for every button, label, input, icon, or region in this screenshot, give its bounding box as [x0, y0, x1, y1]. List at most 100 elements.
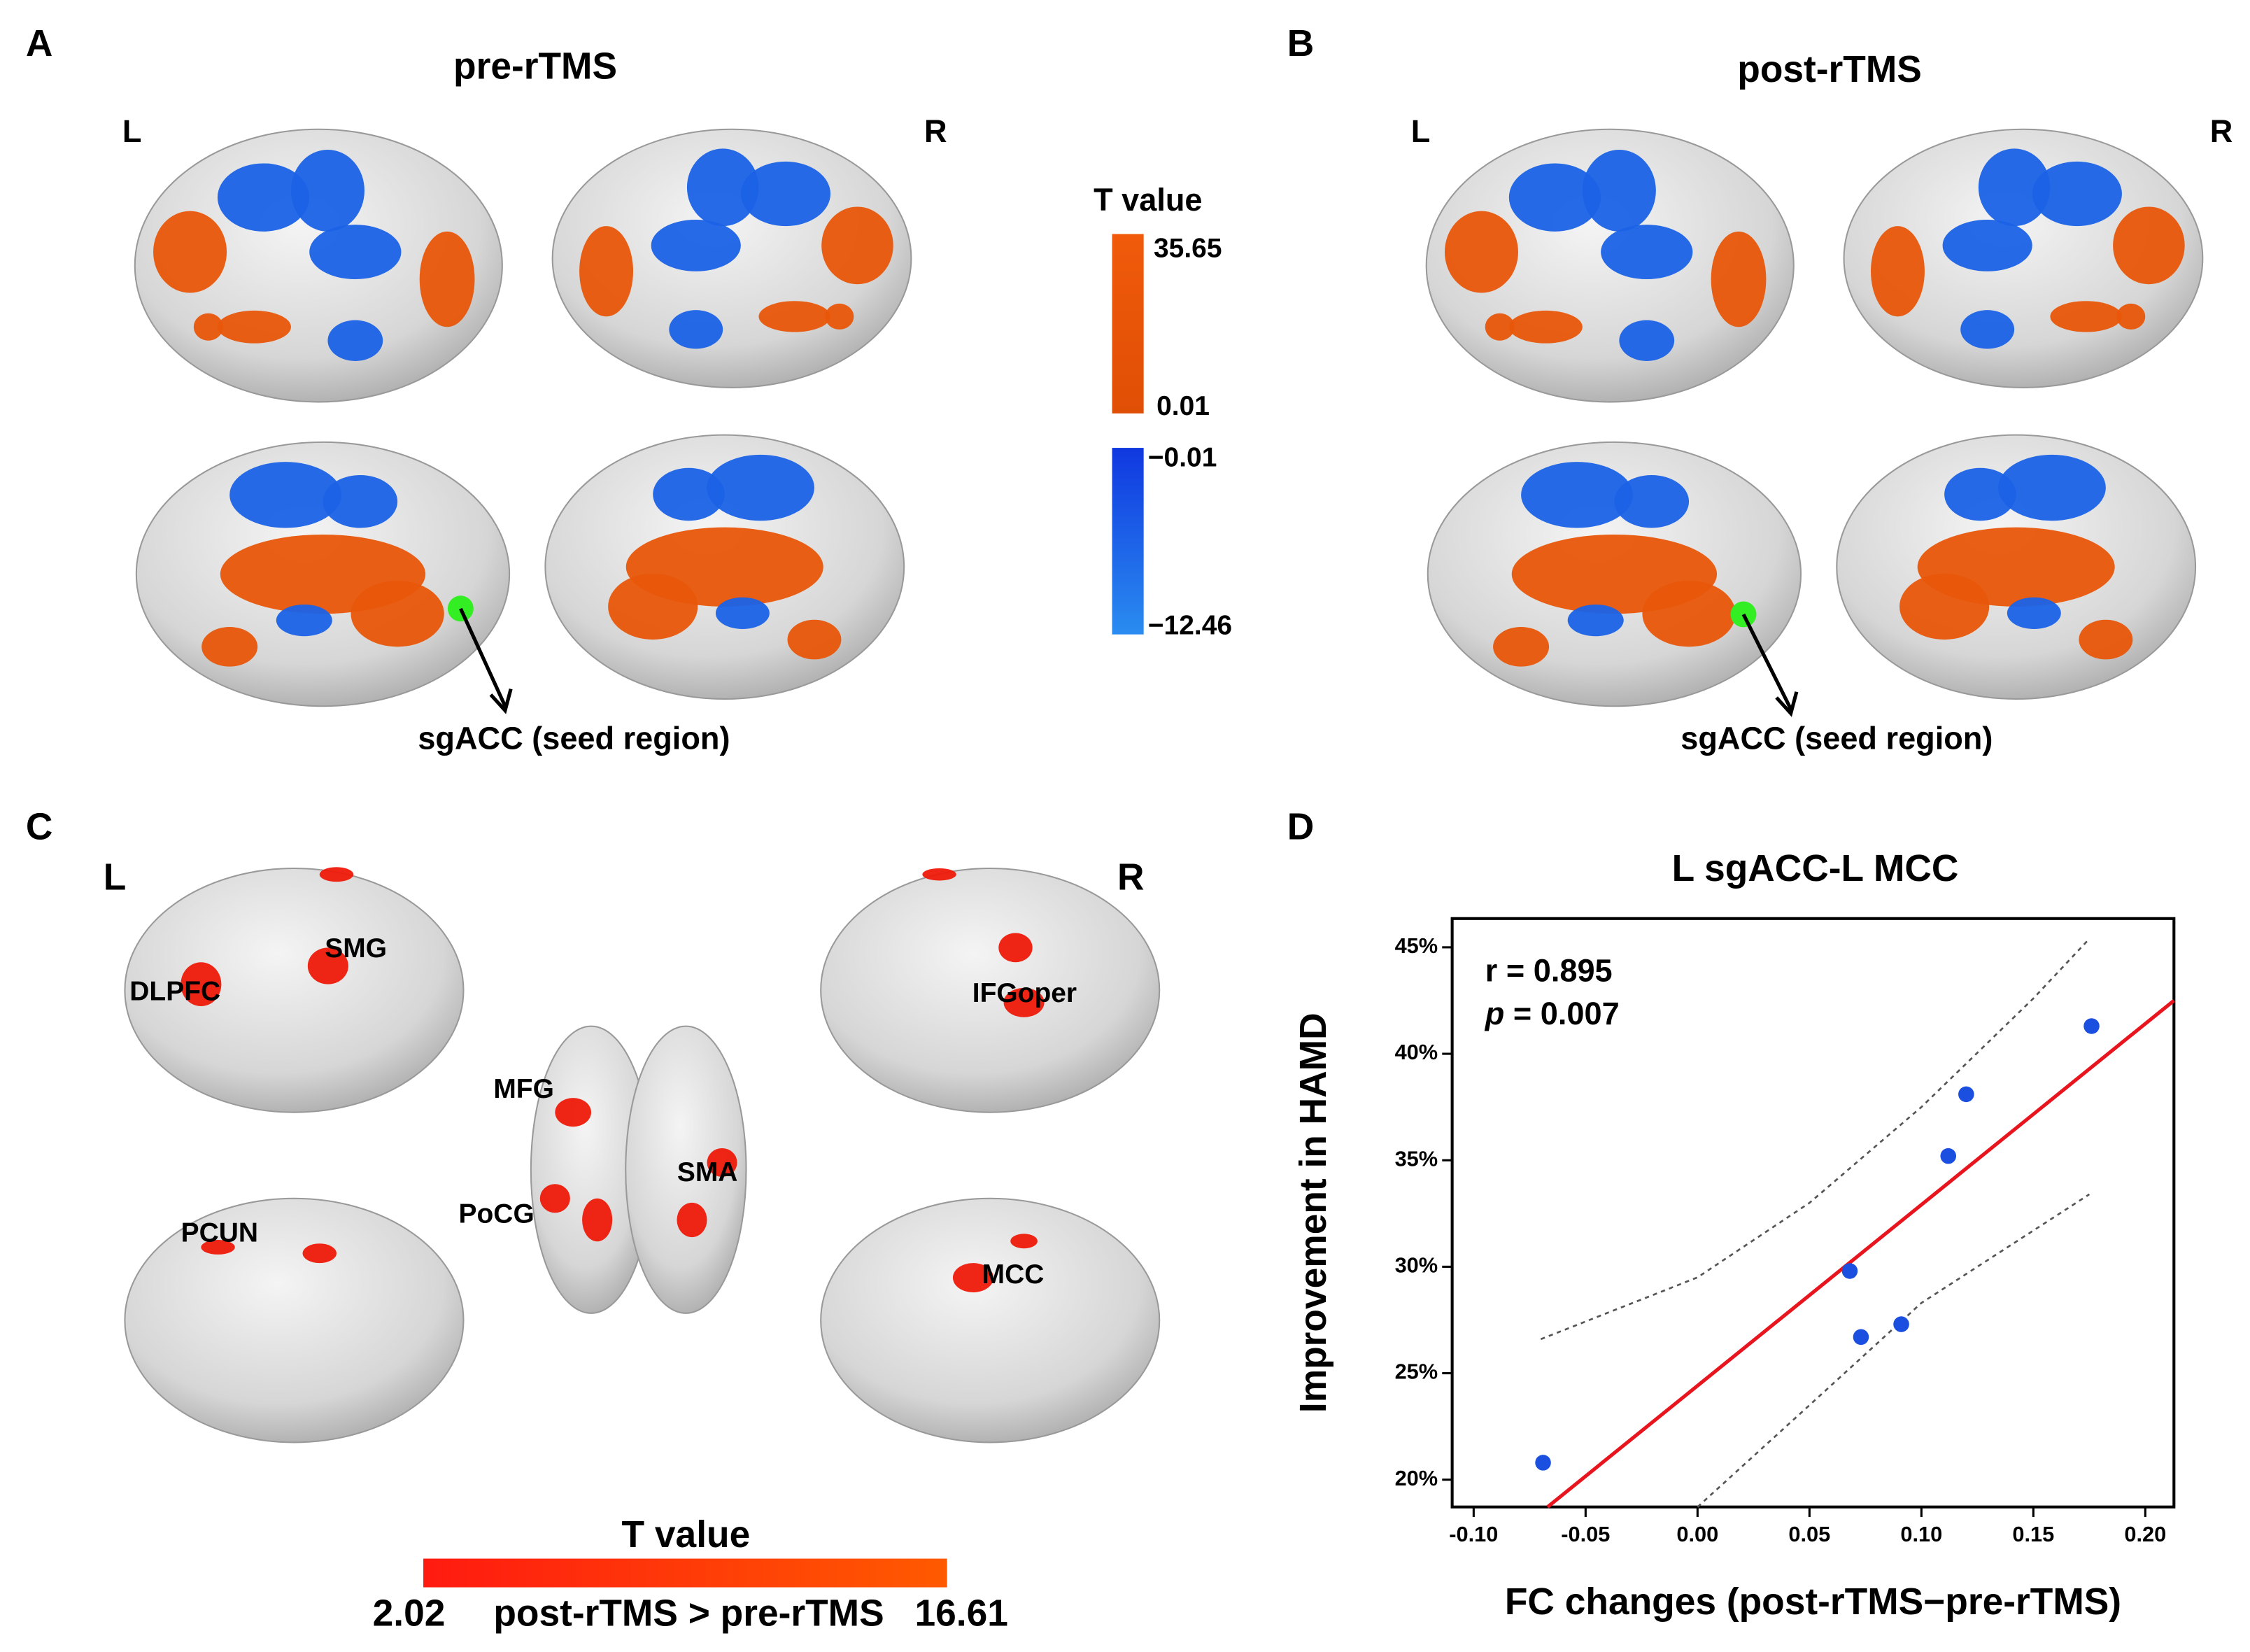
activation-blob	[2032, 161, 2122, 227]
activation-blob	[555, 1098, 592, 1127]
point	[1841, 1263, 1858, 1279]
activation-blob	[669, 310, 723, 349]
activation-blob	[707, 1148, 737, 1177]
activation-blob	[290, 149, 365, 232]
activation-blob	[1508, 310, 1583, 344]
region-label: MCC	[982, 1259, 1045, 1290]
activation-blob	[217, 310, 291, 344]
annotation-symbol: p	[1485, 996, 1505, 1031]
annotation-text: = 0.007	[1504, 996, 1619, 1031]
colorbar-negative	[1112, 448, 1144, 635]
brain-images	[124, 128, 2204, 1443]
activation-blob	[1508, 163, 1601, 232]
y-tick-label: 40%	[1395, 1040, 1438, 1064]
regression-line	[1546, 998, 2175, 1509]
region-label: PoCG	[459, 1199, 535, 1229]
region-label: IFGoper	[972, 978, 1077, 1008]
activation-blob	[582, 1198, 613, 1242]
activation-blob	[998, 933, 1033, 963]
activation-blob	[309, 225, 402, 280]
colorbar-caption: post-rTMS > pre-rTMS	[493, 1593, 884, 1635]
activation-blob	[2116, 303, 2146, 330]
hemisphere-label: R	[1117, 856, 1145, 898]
arrow-head	[489, 688, 513, 714]
activation-blob	[821, 206, 893, 285]
panel-letter: B	[1287, 23, 1315, 64]
region-label: MFG	[493, 1074, 554, 1104]
x-tick-label: 0.20	[2124, 1522, 2166, 1546]
activation-blob	[1871, 226, 1925, 317]
y-tick-label: 30%	[1395, 1253, 1438, 1278]
activation-blob	[677, 1202, 707, 1238]
activation-blob	[579, 226, 634, 317]
activation-blob	[1998, 454, 2106, 521]
brain	[820, 867, 1161, 1113]
hemisphere-label: R	[2210, 113, 2233, 149]
hemisphere-label: R	[924, 113, 947, 149]
region-label: SMA	[677, 1157, 738, 1187]
activation-blob	[787, 619, 842, 660]
colorbar-label: 35.65	[1154, 233, 1222, 263]
activation-blob	[539, 1184, 570, 1213]
x-tick-label: 0.05	[1788, 1522, 1830, 1546]
point	[2083, 1018, 2100, 1034]
x-tick-label: 0.00	[1676, 1522, 1718, 1546]
brain	[124, 867, 465, 1113]
chart-title: L sgACC-L MCC	[1672, 848, 1959, 889]
point	[1535, 1455, 1551, 1471]
y-tick-label: 25%	[1395, 1360, 1438, 1384]
activation-blob	[1978, 148, 2051, 227]
brain	[124, 1197, 465, 1443]
x-tick-label: -0.05	[1561, 1522, 1610, 1546]
activation-blob	[1944, 467, 2016, 521]
colorbar	[423, 1558, 947, 1588]
activation-blob	[707, 454, 814, 521]
region-label: DLPFC	[129, 977, 220, 1007]
activation-blob	[2079, 619, 2133, 660]
confidence-band	[1540, 938, 2090, 1341]
hemisphere-label: L	[1411, 113, 1431, 149]
activation-blob	[651, 219, 741, 271]
x-tick-label: 0.10	[1900, 1522, 1942, 1546]
activation-blob	[653, 467, 725, 521]
activation-blob	[1619, 320, 1675, 361]
seed-label: sgACC (seed region)	[418, 720, 730, 756]
activation-blob	[952, 1263, 994, 1292]
activation-blob	[1493, 627, 1550, 667]
y-tick-label: 20%	[1395, 1466, 1438, 1490]
panel-title: post-rTMS	[1737, 49, 1922, 90]
activation-blob	[2113, 206, 2185, 285]
activation-blob	[193, 313, 223, 341]
confidence-band	[1697, 1193, 2090, 1508]
activation-blob	[740, 161, 831, 227]
activation-blob	[323, 475, 398, 528]
region-label: PCUN	[181, 1217, 258, 1248]
panel-letter: D	[1287, 807, 1315, 848]
activation-blob	[319, 867, 354, 882]
panel-letter: C	[26, 807, 53, 848]
colorbar-title: T value	[622, 1514, 751, 1555]
activation-blob	[1601, 225, 1693, 280]
scatter-plot: -0.10 -0.05 0.00 0.05 0.10 0.15 0.20 20% 25% 30% 3…	[1293, 917, 2176, 1623]
activation-blob	[1642, 580, 1736, 647]
activation-blob	[922, 868, 956, 881]
point	[1958, 1086, 1974, 1103]
activation-blob	[1899, 573, 1990, 640]
x-tick-label: -0.10	[1449, 1522, 1498, 1546]
activation-blob	[181, 962, 222, 1007]
activation-blob	[419, 231, 475, 327]
hemisphere-label: L	[122, 113, 142, 149]
activation-blob	[1582, 149, 1656, 232]
y-tick-label: 45%	[1395, 933, 1438, 958]
activation-blob	[327, 320, 383, 361]
activation-blob	[2050, 301, 2122, 332]
colorbar-label: 0.01	[1156, 391, 1210, 421]
activation-blob	[1711, 231, 1767, 327]
point	[1893, 1316, 1909, 1332]
activation-blob	[1567, 604, 1624, 637]
activation-blob	[302, 1243, 337, 1264]
activation-blob	[1942, 219, 2032, 271]
activation-blob	[201, 1240, 235, 1255]
activation-blob	[686, 148, 759, 227]
activation-blob	[1960, 310, 2015, 349]
